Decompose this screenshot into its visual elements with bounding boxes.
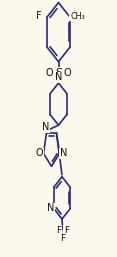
Text: O: O [64,68,71,78]
Text: N: N [47,204,54,213]
Text: S: S [55,68,62,78]
Text: N: N [42,122,49,132]
Text: F: F [56,226,61,235]
Text: O: O [46,68,53,78]
Text: F: F [64,226,69,235]
Text: O: O [35,149,43,159]
Text: F: F [60,234,65,243]
Text: N: N [55,72,62,82]
Text: F: F [36,11,42,21]
Text: CH₃: CH₃ [70,12,85,21]
Text: N: N [60,149,67,159]
